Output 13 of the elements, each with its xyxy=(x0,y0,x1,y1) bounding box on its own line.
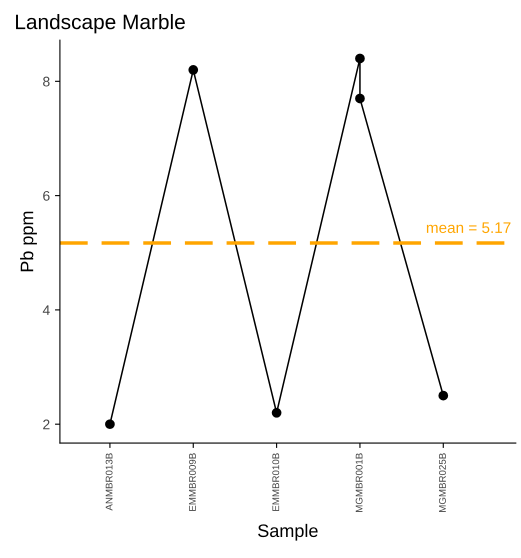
x-tick-label: EMMBR009B xyxy=(188,453,196,511)
chart-title: Landscape Marble xyxy=(16,14,185,34)
y-tick-label: 2 xyxy=(43,420,50,430)
y-tick-label: 8 xyxy=(43,76,50,86)
y-tick-label: 4 xyxy=(42,305,50,315)
x-tick-label: ANMBR013B xyxy=(106,453,113,511)
x-tick-label: MGMBR001B xyxy=(356,453,363,512)
x-axis-title: Sample xyxy=(258,524,318,541)
x-tick-label: EMMBR010B xyxy=(272,453,280,511)
y-tick-label: 6 xyxy=(43,190,50,201)
ref-line-label: mean = 5.17 xyxy=(426,222,510,234)
x-tick-label: MGMBR025B xyxy=(439,453,446,512)
y-axis-title: Pb ppm xyxy=(20,212,37,272)
